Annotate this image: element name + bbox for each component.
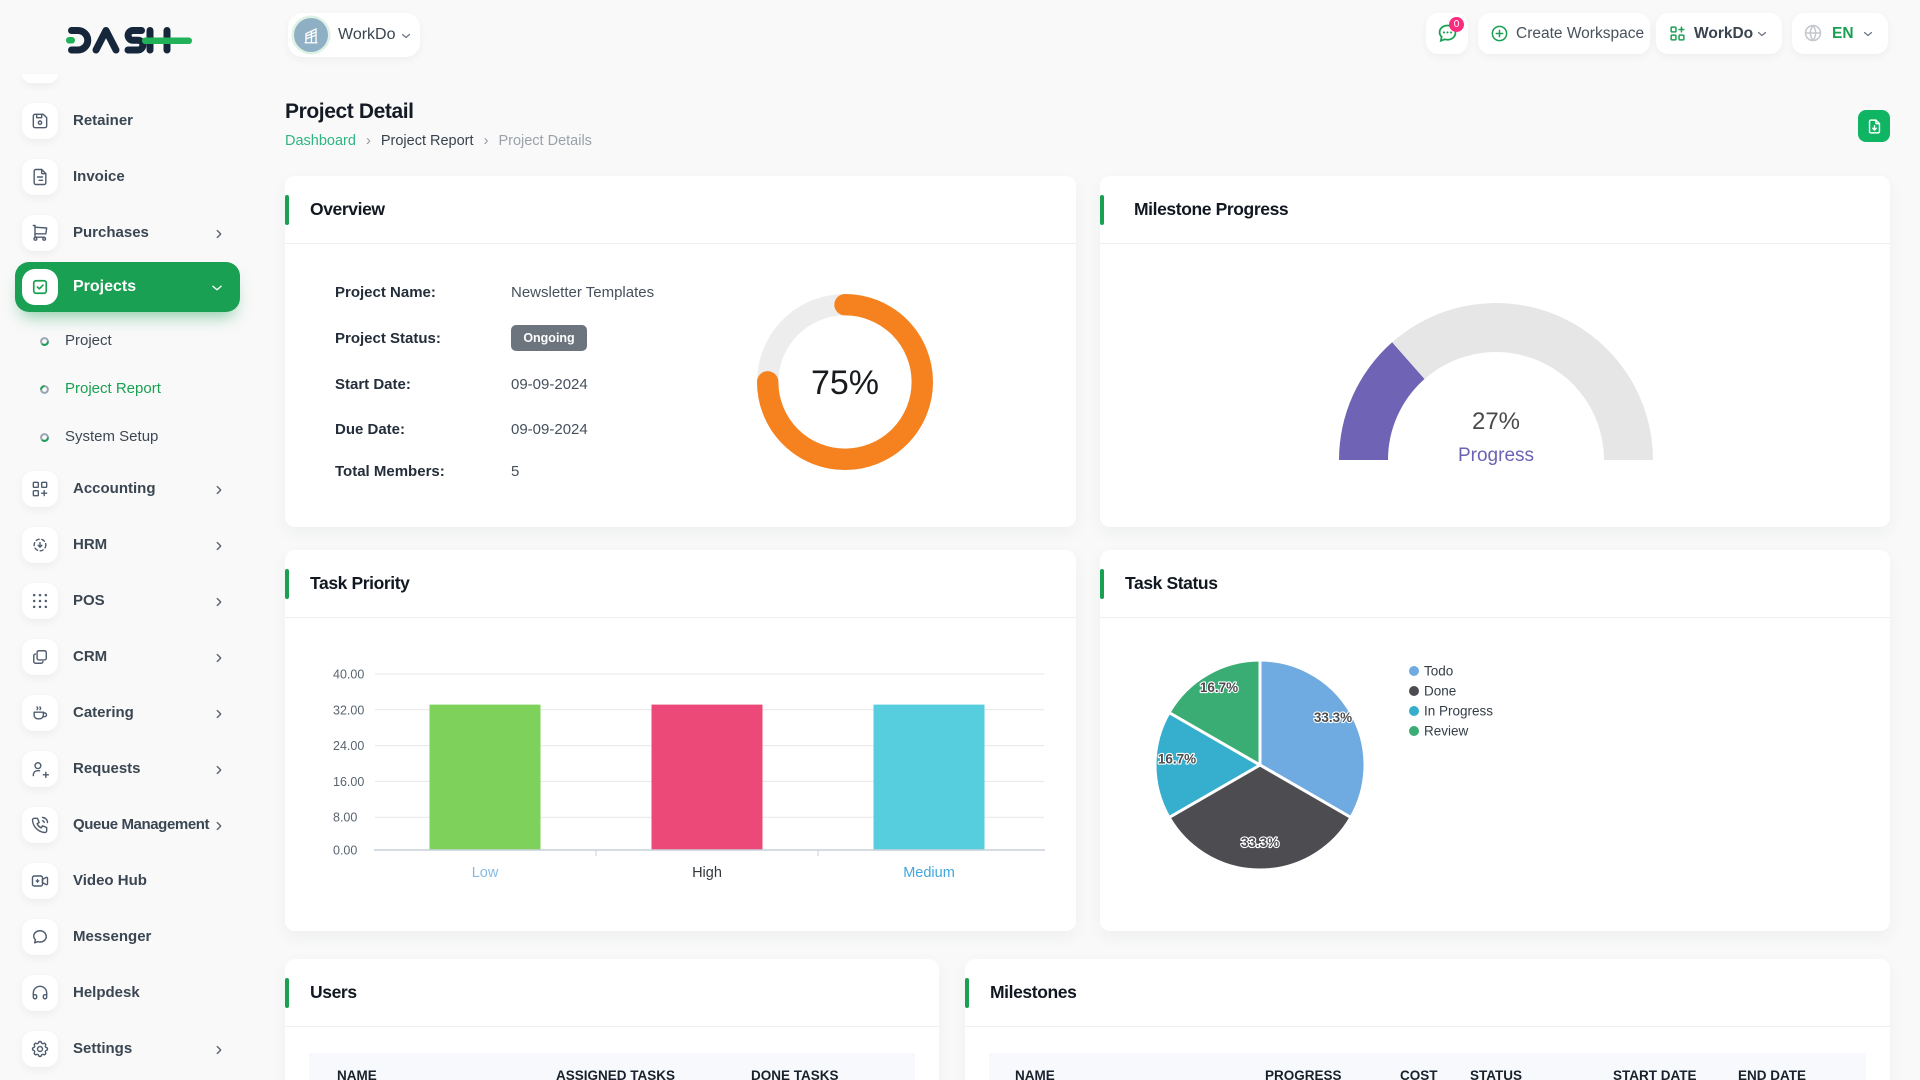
svg-text:40.00: 40.00 <box>333 668 364 682</box>
svg-text:Todo: Todo <box>1424 664 1453 679</box>
svg-text:Low: Low <box>472 865 499 881</box>
svg-text:32.00: 32.00 <box>333 703 364 717</box>
svg-text:In Progress: In Progress <box>1424 704 1493 719</box>
svg-text:High: High <box>692 865 722 881</box>
svg-text:Review: Review <box>1424 724 1469 739</box>
svg-text:16.00: 16.00 <box>333 775 364 789</box>
svg-text:33.3%: 33.3% <box>1241 835 1279 850</box>
svg-text:Medium: Medium <box>903 865 955 881</box>
svg-text:33.3%: 33.3% <box>1314 710 1352 725</box>
svg-text:16.7%: 16.7% <box>1158 752 1196 767</box>
svg-text:24.00: 24.00 <box>333 739 364 753</box>
svg-text:8.00: 8.00 <box>333 811 357 825</box>
svg-text:0.00: 0.00 <box>333 844 357 858</box>
svg-text:Done: Done <box>1424 684 1456 699</box>
svg-text:16.7%: 16.7% <box>1200 680 1238 695</box>
